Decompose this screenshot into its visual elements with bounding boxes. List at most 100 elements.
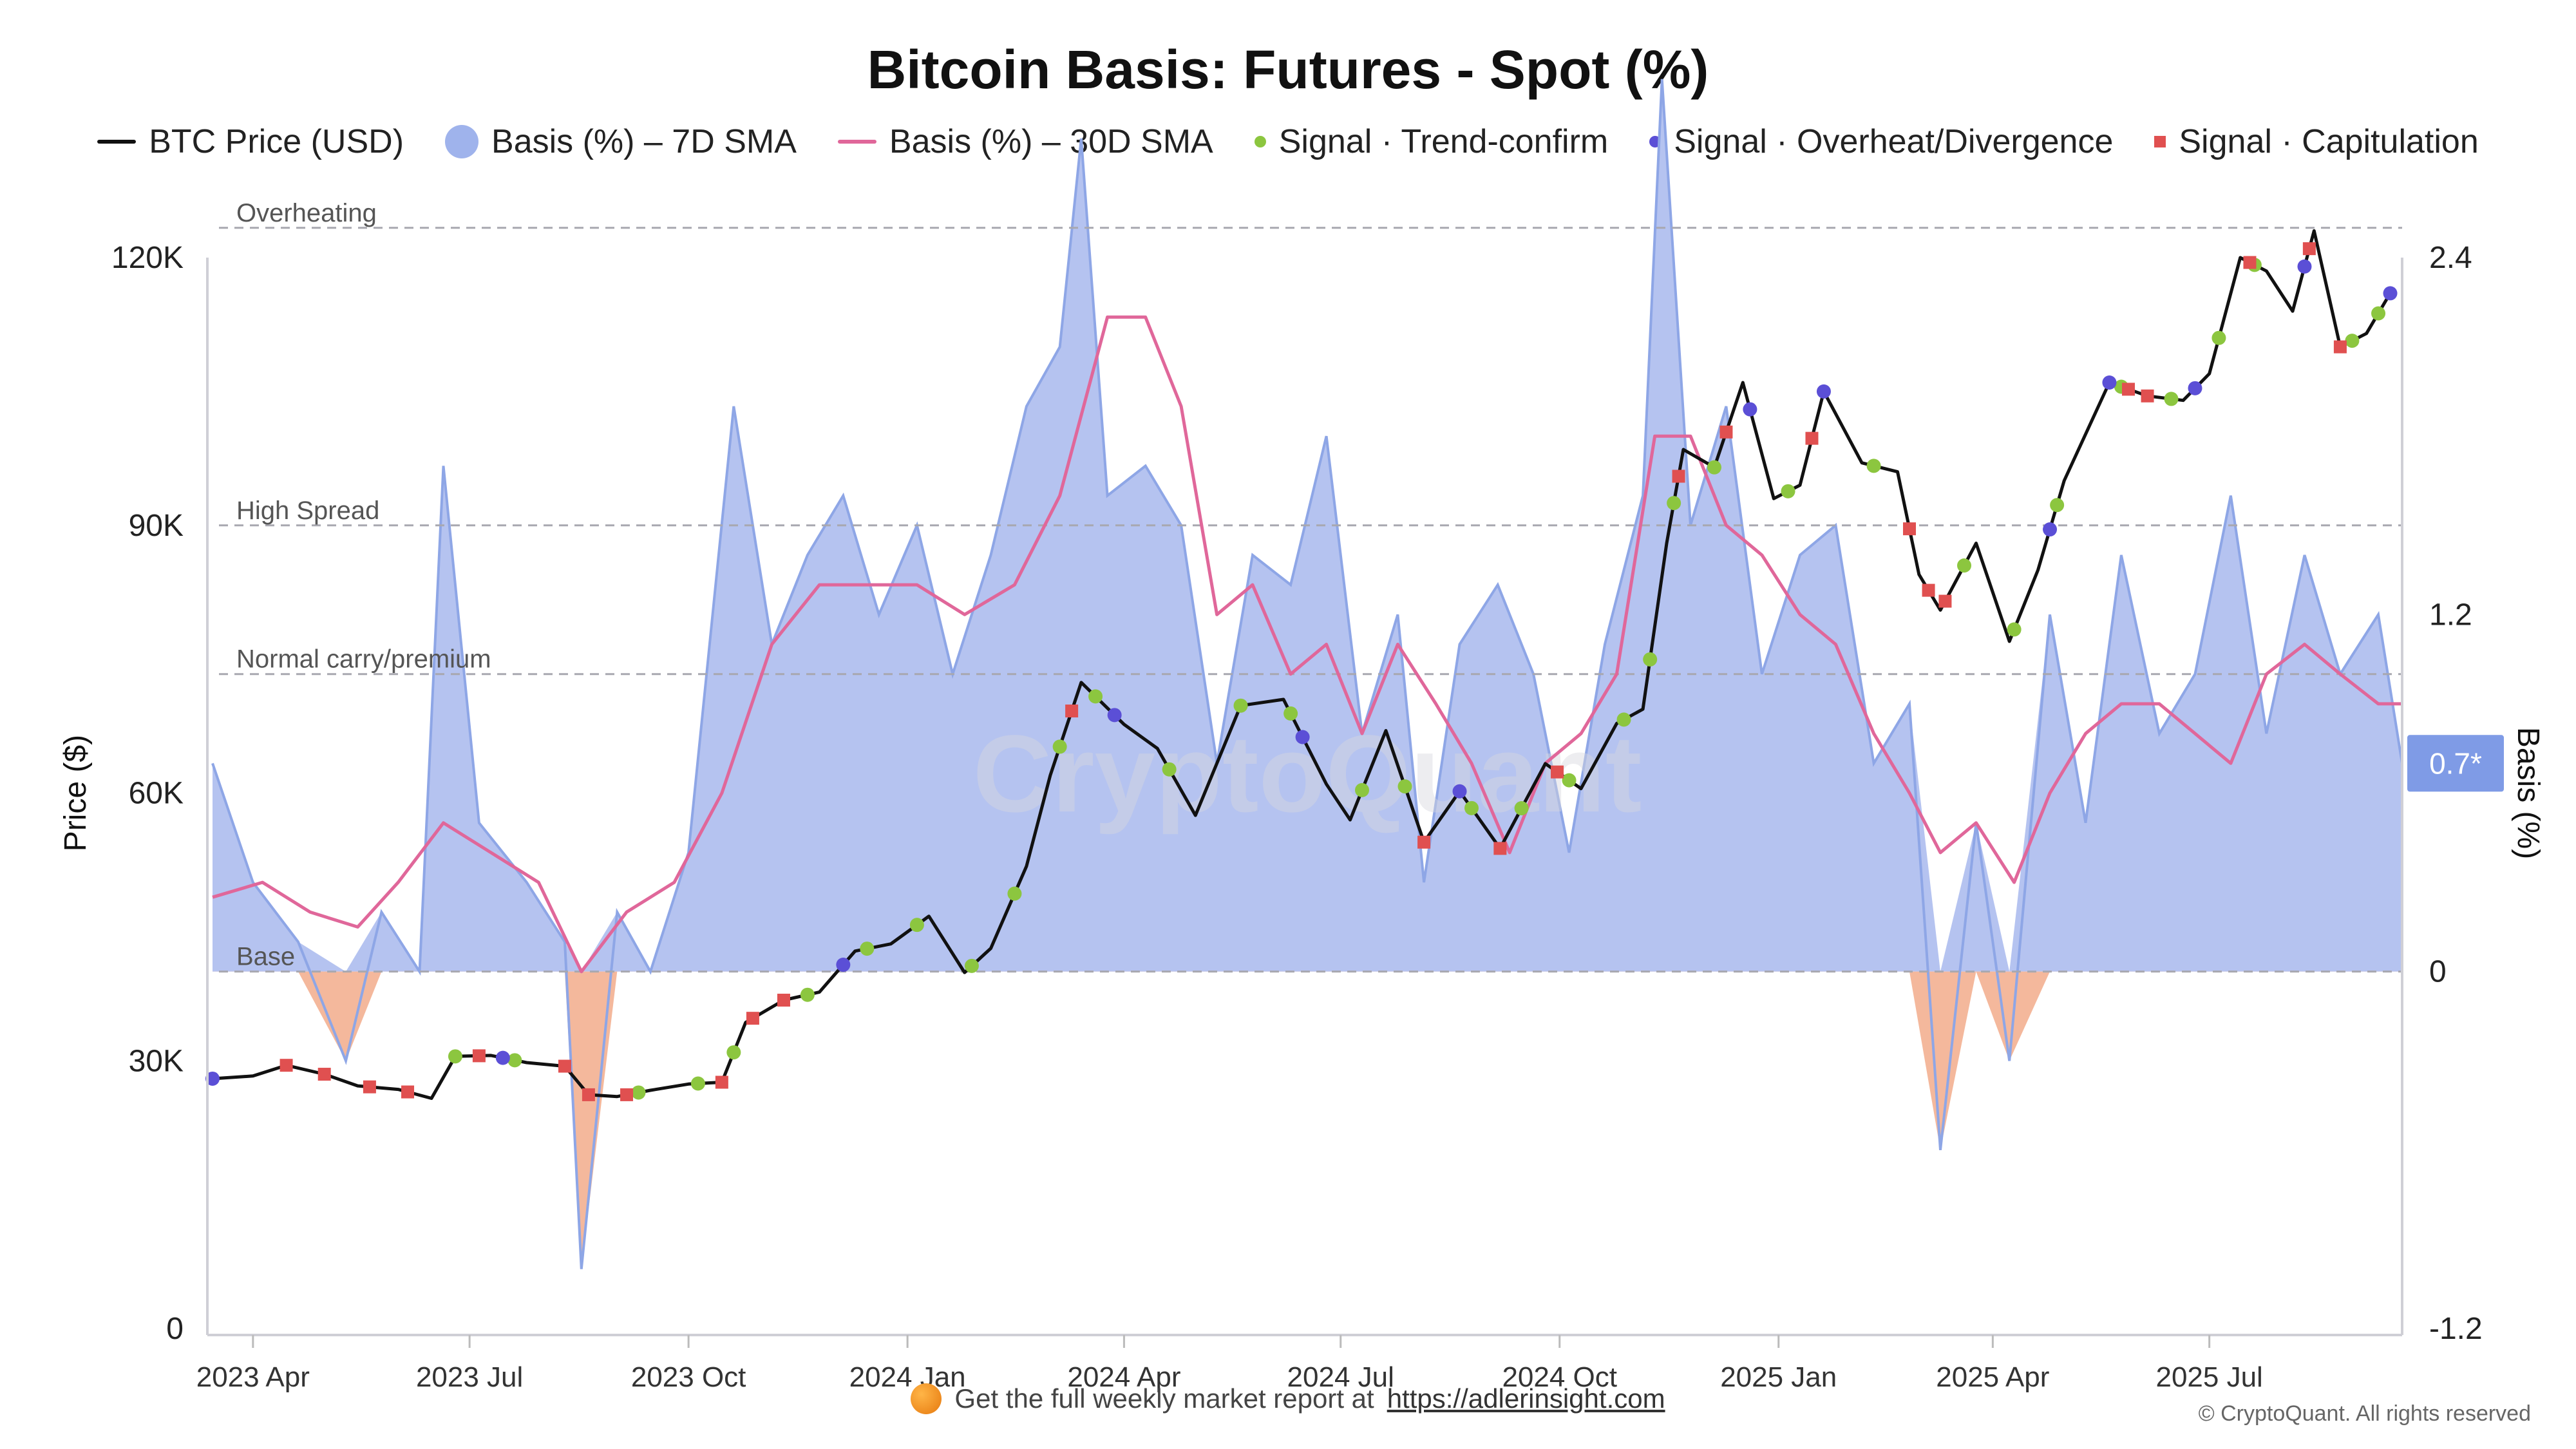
signal-capitulation-15: [1672, 469, 1685, 483]
signal-capitulation-23: [2243, 256, 2257, 269]
legend-item-basis-30d[interactable]: Basis (%) – 30D SMA: [837, 122, 1213, 161]
legend-swatch-capitulation: [2154, 136, 2166, 147]
legend-swatch-basis-30d: [837, 140, 876, 144]
x-tick-label-3: 2024 Jan: [849, 1361, 966, 1393]
legend-label-basis-7d: Basis (%) – 7D SMA: [491, 123, 797, 160]
y-left-tick-label-2: 60K: [129, 777, 184, 811]
signal-capitulation-7: [620, 1088, 634, 1101]
x-tick-label-5: 2024 Jul: [1287, 1361, 1394, 1393]
signal-capitulation-14: [1551, 765, 1564, 779]
signal-trend-confirm-7: [909, 918, 924, 933]
basis-30d-line: [212, 315, 2402, 974]
signal-overheat-10: [2188, 381, 2202, 395]
signal-capitulation-22: [2141, 389, 2154, 402]
footer: Get the full weekly market report at htt…: [0, 1383, 2576, 1414]
signal-trend-confirm-19: [1562, 773, 1577, 788]
coin-icon: [911, 1383, 942, 1414]
signal-capitulation-16: [1719, 425, 1733, 439]
signal-overheat-12: [2383, 286, 2398, 301]
legend-label-capitulation: Signal · Capitulation: [2179, 123, 2479, 160]
signal-capitulation-0: [279, 1059, 293, 1072]
signal-overheat-5: [1452, 784, 1467, 799]
signal-trend-confirm-26: [1957, 558, 1971, 573]
x-tick-label-0: 2023 Apr: [196, 1361, 310, 1393]
x-tick-label-4: 2024 Apr: [1067, 1361, 1180, 1393]
signal-overheat-6: [1743, 402, 1757, 417]
signal-markers-group: [205, 242, 2398, 1101]
current-basis-badge-label: 0.7*: [2429, 746, 2482, 780]
signal-trend-confirm-16: [1397, 779, 1412, 794]
legend-item-btc-price[interactable]: BTC Price (USD): [97, 122, 404, 161]
signal-trend-confirm-23: [1707, 460, 1721, 475]
signal-overheat-3: [1107, 708, 1122, 723]
x-tick-label-8: 2025 Apr: [1936, 1361, 2049, 1393]
basis-7d-negative-area: [213, 971, 2402, 1269]
signal-trend-confirm-31: [2211, 330, 2226, 345]
y-right-tick-label-0: -1.2: [2429, 1312, 2483, 1346]
signal-trend-confirm-24: [1781, 484, 1795, 498]
signal-capitulation-2: [363, 1080, 376, 1094]
signal-capitulation-10: [777, 994, 790, 1007]
signal-trend-confirm-2: [631, 1085, 646, 1100]
current-basis-badge: [2407, 735, 2504, 792]
footer-text: Get the full weekly market report at: [954, 1383, 1374, 1414]
x-tick-label-1: 2023 Jul: [416, 1361, 523, 1393]
legend-item-trend-confirm[interactable]: Signal · Trend-confirm: [1254, 122, 1609, 161]
signal-overheat-1: [495, 1050, 510, 1065]
signal-trend-confirm-18: [1514, 801, 1529, 816]
signal-capitulation-1: [317, 1068, 331, 1081]
signal-trend-confirm-11: [1088, 689, 1103, 704]
signal-overheat-4: [1295, 730, 1310, 744]
signal-capitulation-13: [1493, 842, 1507, 855]
signal-trend-confirm-4: [726, 1045, 741, 1060]
signal-overheat-8: [2043, 522, 2058, 537]
footer-link[interactable]: https://adlerinsight.com: [1387, 1383, 1665, 1414]
signal-trend-confirm-27: [2007, 622, 2022, 637]
signal-trend-confirm-9: [1007, 886, 1022, 901]
y-right-axis-title: Basis (%): [2511, 727, 2545, 859]
signal-overheat-7: [1816, 384, 1831, 399]
signal-overheat-11: [2297, 259, 2312, 274]
signal-trend-confirm-30: [2164, 392, 2179, 406]
signal-trend-confirm-15: [1355, 782, 1369, 797]
signal-capitulation-5: [558, 1059, 571, 1073]
x-tick-label-9: 2025 Jul: [2155, 1361, 2262, 1393]
legend-swatch-trend-confirm: [1254, 136, 1266, 147]
legend-item-basis-7d[interactable]: Basis (%) – 7D SMA: [445, 122, 797, 161]
signal-trend-confirm-34: [2371, 306, 2386, 321]
signal-trend-confirm-13: [1233, 698, 1248, 713]
signal-capitulation-25: [2333, 340, 2347, 354]
signal-trend-confirm-33: [2345, 334, 2360, 348]
signal-capitulation-8: [715, 1075, 728, 1089]
legend-item-overheat[interactable]: Signal · Overheat/Divergence: [1649, 122, 2113, 161]
signal-capitulation-12: [1417, 835, 1431, 849]
y-right-tick-label-3: 2.4: [2429, 241, 2472, 275]
signal-capitulation-21: [2122, 383, 2135, 396]
y-left-tick-label-4: 120K: [111, 241, 184, 275]
signal-capitulation-6: [582, 1088, 595, 1101]
signal-overheat-0: [205, 1071, 220, 1086]
signal-trend-confirm-8: [964, 958, 979, 973]
legend-item-capitulation[interactable]: Signal · Capitulation: [2154, 122, 2479, 161]
signal-capitulation-24: [2302, 242, 2316, 256]
axes-group: 0 30K 60K 90K 120K -1.2 0 1.2 2.4 Price ($) Basis …: [59, 241, 2545, 1393]
x-tick-label-7: 2025 Jan: [1720, 1361, 1837, 1393]
threshold-label-3: Base: [236, 943, 295, 971]
signal-trend-confirm-22: [1667, 496, 1681, 511]
threshold-label-1: High Spread: [236, 497, 379, 525]
x-tick-label-2: 2023 Oct: [631, 1361, 746, 1393]
legend-label-trend-confirm: Signal · Trend-confirm: [1278, 123, 1609, 160]
y-right-tick-label-2: 1.2: [2429, 598, 2472, 632]
legend-swatch-btc-price: [97, 140, 137, 144]
copyright: © CryptoQuant. All rights reserved: [2198, 1401, 2531, 1426]
signal-overheat-2: [836, 958, 851, 972]
signal-capitulation-9: [746, 1012, 759, 1025]
x-tick-label-6: 2024 Oct: [1502, 1361, 1617, 1393]
signal-capitulation-17: [1805, 431, 1819, 445]
basis-7d-line: [211, 79, 2403, 1269]
signal-capitulation-11: [1065, 705, 1079, 718]
signal-capitulation-18: [1903, 522, 1916, 536]
signal-trend-confirm-0: [448, 1049, 462, 1064]
